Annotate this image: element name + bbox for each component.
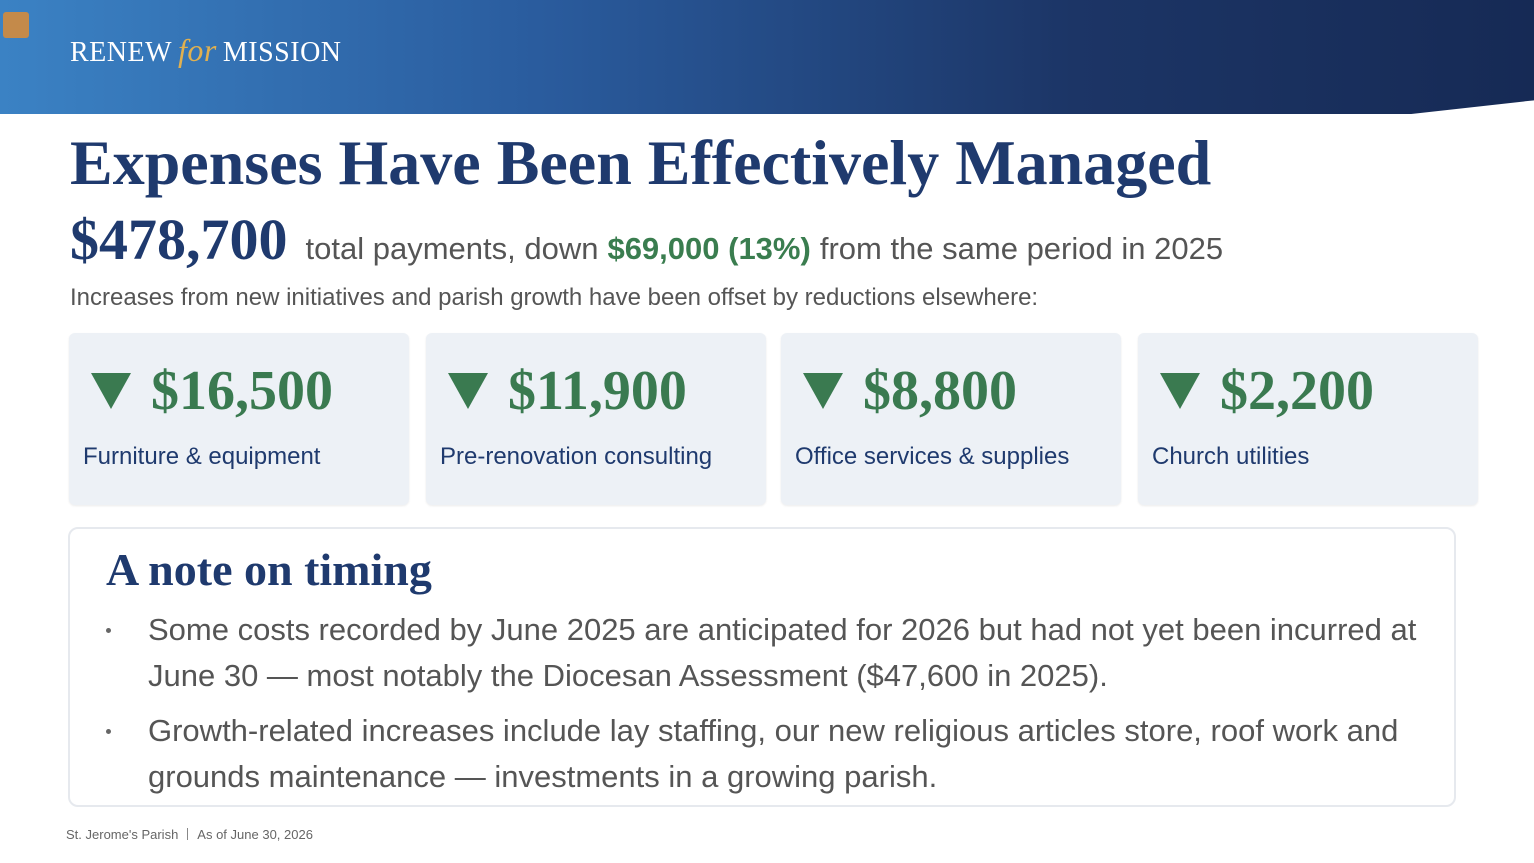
brand: RENEW for MISSION bbox=[70, 32, 342, 69]
summary: $478,700 total payments, down $69,000 (13%… bbox=[70, 206, 1223, 273]
down-arrow bbox=[448, 373, 488, 409]
note-box: A note on timing Some costs recorded by … bbox=[68, 527, 1456, 807]
total: $478,700 bbox=[70, 207, 288, 272]
arrow-shape bbox=[1160, 373, 1200, 409]
comment-icon[interactable] bbox=[3, 12, 29, 38]
summary-text: total payments, down bbox=[305, 231, 599, 266]
card-label: Furniture & equipment bbox=[83, 443, 321, 470]
down-arrow bbox=[803, 373, 843, 409]
footer: St. Jerome's Parish As of June 30, 2026 bbox=[66, 827, 313, 842]
card-amount: $16,500 bbox=[151, 360, 333, 422]
separator bbox=[187, 828, 189, 840]
card: $11,900 Pre-renovation consulting bbox=[426, 333, 766, 505]
card-label: Office services & supplies bbox=[795, 443, 1070, 470]
brand-word: MISSION bbox=[222, 37, 342, 68]
card-label: Church utilities bbox=[1152, 443, 1310, 470]
card-label: Pre-renovation consulting bbox=[440, 443, 713, 470]
summary-text: from the same period in 2025 bbox=[819, 231, 1224, 266]
bullet-list: Some costs recorded by June 2025 are ant… bbox=[106, 607, 1428, 809]
bullet: Growth-related increases include lay sta… bbox=[106, 708, 1428, 800]
title: Expenses Have Been Effectively Managed bbox=[70, 127, 1212, 198]
arrow-shape bbox=[803, 373, 843, 409]
note-title: A note on timing bbox=[106, 544, 432, 595]
card-amount: $2,200 bbox=[1220, 360, 1374, 422]
header-band bbox=[0, 0, 1534, 114]
footer-right: As of June 30, 2026 bbox=[197, 827, 313, 842]
card: $16,500 Furniture & equipment bbox=[69, 333, 409, 505]
arrow-shape bbox=[91, 373, 131, 409]
bullet: Some costs recorded by June 2025 are ant… bbox=[106, 607, 1428, 699]
subtitle: Increases from new initiatives and paris… bbox=[70, 284, 1039, 311]
highlight: $69,000 (13%) bbox=[607, 231, 811, 266]
card: $2,200 Church utilities bbox=[1138, 333, 1478, 505]
card-amount: $11,900 bbox=[508, 360, 687, 422]
down-arrow bbox=[91, 373, 131, 409]
down-arrow bbox=[1160, 373, 1200, 409]
brand-word: for bbox=[178, 32, 217, 68]
card-amount: $8,800 bbox=[863, 360, 1017, 422]
footer-left: St. Jerome's Parish bbox=[66, 827, 179, 842]
brand-word: RENEW bbox=[70, 37, 173, 68]
arrow-shape bbox=[448, 373, 488, 409]
card: $8,800 Office services & supplies bbox=[781, 333, 1121, 505]
